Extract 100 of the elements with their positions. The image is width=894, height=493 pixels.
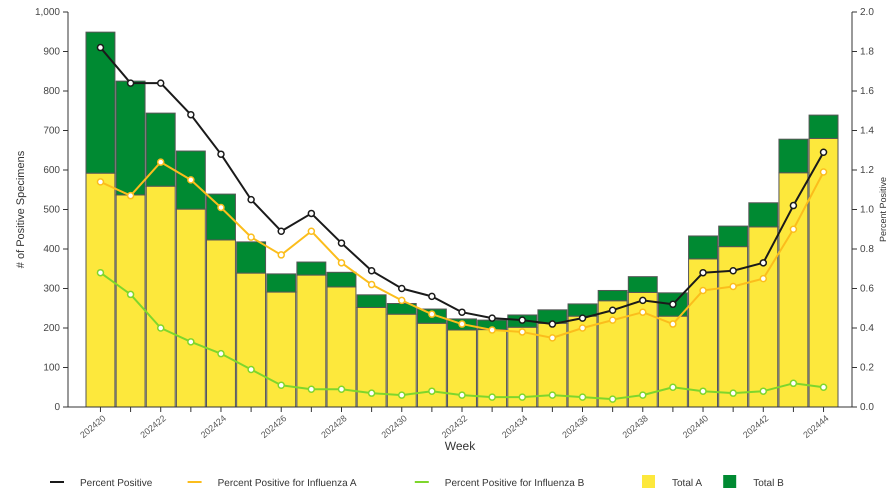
point <box>126 192 134 200</box>
y2-tick-label: 0.0 <box>860 402 874 414</box>
point <box>639 391 647 399</box>
point <box>187 110 195 118</box>
point <box>277 227 285 235</box>
point <box>790 226 798 233</box>
point <box>187 176 195 184</box>
legend-label: Percent Positive for Influenza B <box>444 478 585 489</box>
point <box>760 274 768 282</box>
y2-tick-label: 1.8 <box>860 46 874 58</box>
point <box>96 178 104 186</box>
y-tick-label: 400 <box>43 244 60 256</box>
y-axis-title: # of Positive Specimens <box>15 150 27 268</box>
point <box>277 382 285 390</box>
y-tick-label: 200 <box>43 323 60 334</box>
point <box>338 385 346 393</box>
point <box>488 314 496 322</box>
point <box>156 324 164 332</box>
point <box>729 266 737 274</box>
point <box>458 391 466 399</box>
point <box>398 391 406 399</box>
point <box>518 393 526 401</box>
point <box>488 326 496 334</box>
point <box>126 79 134 87</box>
point <box>458 308 466 316</box>
y-tick-label: 100 <box>43 362 60 374</box>
y2-tick-label: 0.6 <box>860 284 874 295</box>
y2-tick-label: 0.8 <box>860 244 874 256</box>
point <box>156 79 164 87</box>
point <box>639 308 647 316</box>
point <box>729 282 737 290</box>
y-tick-label: 700 <box>43 126 60 137</box>
point <box>639 296 647 304</box>
point <box>368 266 376 274</box>
y2-tick-label: 1.6 <box>860 86 874 98</box>
y-tick-label: 500 <box>43 204 60 216</box>
point <box>790 380 798 388</box>
point <box>308 227 316 235</box>
point <box>308 385 316 393</box>
point <box>699 268 707 276</box>
legend-label: Total A <box>672 478 702 489</box>
point <box>488 393 496 401</box>
point <box>428 292 436 300</box>
point <box>277 251 285 259</box>
point <box>578 324 586 332</box>
point <box>820 148 828 156</box>
point <box>398 284 406 292</box>
y2-tick-label: 2.0 <box>860 7 874 18</box>
point <box>368 280 376 288</box>
point <box>338 239 346 247</box>
point <box>760 387 768 395</box>
point <box>247 196 255 204</box>
y2-tick-label: 1.0 <box>860 204 874 216</box>
point <box>669 320 677 328</box>
point <box>820 384 828 391</box>
x-axis-title: Week <box>444 439 476 453</box>
point <box>548 391 556 399</box>
point <box>368 389 376 397</box>
y-tick-label: 600 <box>43 165 60 176</box>
point <box>217 350 225 358</box>
legend-label: Percent Positive for Influenza A <box>218 478 357 489</box>
point <box>338 259 346 267</box>
y2-tick-label: 1.4 <box>860 126 874 137</box>
point <box>126 290 134 298</box>
point <box>187 338 195 346</box>
legend-label: Percent Positive <box>80 478 153 489</box>
point <box>578 314 586 322</box>
point <box>247 233 255 241</box>
point <box>760 259 768 267</box>
point <box>156 158 164 166</box>
point <box>548 320 556 328</box>
point <box>398 296 406 304</box>
y-tick-label: 0 <box>54 402 60 414</box>
y2-tick-label: 0.2 <box>860 362 874 374</box>
point <box>699 387 707 395</box>
point <box>608 306 616 314</box>
point <box>608 316 616 324</box>
point <box>96 44 104 52</box>
point <box>820 168 828 176</box>
point <box>308 210 316 218</box>
point <box>790 202 798 210</box>
point <box>669 384 677 391</box>
y-tick-label: 300 <box>43 284 60 295</box>
y2-tick-label: 1.2 <box>860 165 874 176</box>
point <box>548 334 556 342</box>
point <box>699 286 707 294</box>
point <box>729 389 737 397</box>
y2-tick-label: 0.4 <box>860 323 874 334</box>
point <box>428 387 436 395</box>
legend-label: Total B <box>753 478 784 489</box>
point <box>217 204 225 212</box>
point <box>518 328 526 336</box>
point <box>217 150 225 158</box>
y-tick-label: 800 <box>43 86 60 98</box>
y-tick-label: 900 <box>43 46 60 58</box>
y-tick-label: 1,000 <box>34 7 60 18</box>
point <box>96 268 104 276</box>
point <box>247 366 255 374</box>
y2-axis-title: Percent Positive <box>878 176 888 242</box>
point <box>608 395 616 403</box>
